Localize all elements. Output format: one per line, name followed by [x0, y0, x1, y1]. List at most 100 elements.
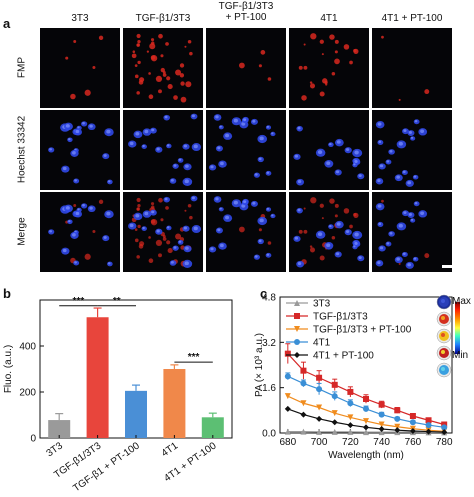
significance-label: *** [188, 352, 200, 363]
data-point [378, 426, 385, 433]
scale-bar [442, 265, 452, 268]
data-point [394, 423, 401, 430]
data-point [316, 386, 323, 393]
colorbar-min-label: Min [452, 350, 468, 361]
data-point [378, 411, 385, 418]
pa-image-core [441, 350, 445, 354]
data-point [378, 429, 385, 436]
data-point [316, 404, 323, 411]
microscopy-image [372, 192, 452, 272]
colorbar-max-label: Max [452, 296, 471, 307]
data-point [300, 380, 307, 387]
x-axis-label: Wavelength (nm) [328, 450, 404, 461]
pa-image-core [441, 299, 445, 303]
colorbar [455, 302, 460, 354]
data-point [331, 419, 338, 426]
data-point [284, 405, 291, 412]
microscopy-image [40, 28, 120, 108]
y-axis-label: Fluo. (a.u.) [3, 345, 14, 393]
legend-label: 4T1 + PT-100 [313, 351, 374, 362]
data-point [294, 326, 300, 332]
bar [163, 369, 186, 438]
x-tick-label: 760 [405, 437, 422, 448]
data-point [331, 393, 338, 400]
data-point [378, 401, 385, 408]
data-point [331, 428, 338, 435]
bar [48, 420, 71, 438]
data-point [347, 428, 354, 435]
data-point [294, 339, 300, 345]
data-point [347, 414, 354, 421]
microscopy-image [289, 28, 369, 108]
series-line [287, 353, 445, 426]
legend-label: 3T3 [313, 299, 331, 310]
data-point [331, 410, 338, 417]
pa-image-core [441, 367, 445, 371]
data-point [363, 418, 369, 425]
pa-image-core [441, 333, 445, 337]
data-point [284, 373, 291, 380]
significance-label: *** [73, 296, 85, 307]
panel-b-letter: b [3, 286, 11, 301]
y-tick-label: 0.0 [262, 429, 276, 440]
data-point [378, 421, 385, 428]
column-label: 4T1 [320, 13, 338, 24]
data-point [363, 396, 369, 402]
data-point [363, 424, 369, 431]
pa-image-core [441, 316, 445, 320]
y-tick-label: 400 [19, 342, 36, 353]
data-point [394, 415, 401, 422]
microscopy-image [206, 192, 286, 272]
data-point [347, 388, 354, 395]
bar [125, 390, 147, 438]
column-label: TGF-β1/3T3 + PT-100 [218, 1, 274, 23]
y-tick-label: 0 [30, 434, 36, 445]
data-point [363, 429, 369, 436]
x-tick-label: 680 [279, 437, 296, 448]
x-tick-label: 780 [436, 437, 453, 448]
column-label: 3T3 [71, 13, 89, 24]
data-point [409, 428, 416, 435]
microscopy-image [206, 110, 286, 190]
data-point [425, 417, 432, 424]
data-point [300, 367, 307, 374]
data-point [284, 393, 291, 400]
significance-label: ** [113, 296, 121, 307]
bar [86, 317, 109, 438]
legend-label: TGF-β1/3T3 + PT-100 [313, 325, 412, 336]
microscopy-image [40, 192, 120, 272]
data-point [284, 428, 291, 435]
column-label: 4T1 + PT-100 [381, 13, 443, 24]
panel-a-letter: a [3, 16, 11, 31]
data-point [316, 428, 323, 435]
data-point [316, 374, 323, 381]
y-axis-label: PA (× 10³ a.u.) [254, 333, 265, 397]
x-tick-label: 700 [311, 437, 328, 448]
data-point [284, 350, 291, 357]
microscopy-image [123, 110, 203, 190]
data-point [347, 422, 354, 429]
data-point [347, 400, 354, 407]
bar [201, 417, 224, 438]
y-tick-label: 1.6 [262, 383, 276, 394]
x-tick-label: 720 [342, 437, 359, 448]
legend-label: TGF-β1/3T3 [313, 312, 368, 323]
data-point [425, 422, 432, 429]
data-point [331, 381, 338, 388]
data-point [300, 400, 307, 407]
x-tick-label: 740 [373, 437, 390, 448]
microscopy-image [40, 110, 120, 190]
data-point [394, 407, 401, 414]
data-point [294, 352, 300, 358]
data-point [316, 415, 323, 422]
data-point [394, 427, 401, 434]
data-point [363, 405, 369, 412]
microscopy-image [289, 110, 369, 190]
y-tick-label: 4.8 [262, 293, 276, 304]
data-point [409, 419, 416, 426]
data-point [300, 428, 307, 435]
y-tick-label: 3.2 [262, 338, 276, 349]
data-point [441, 424, 448, 431]
